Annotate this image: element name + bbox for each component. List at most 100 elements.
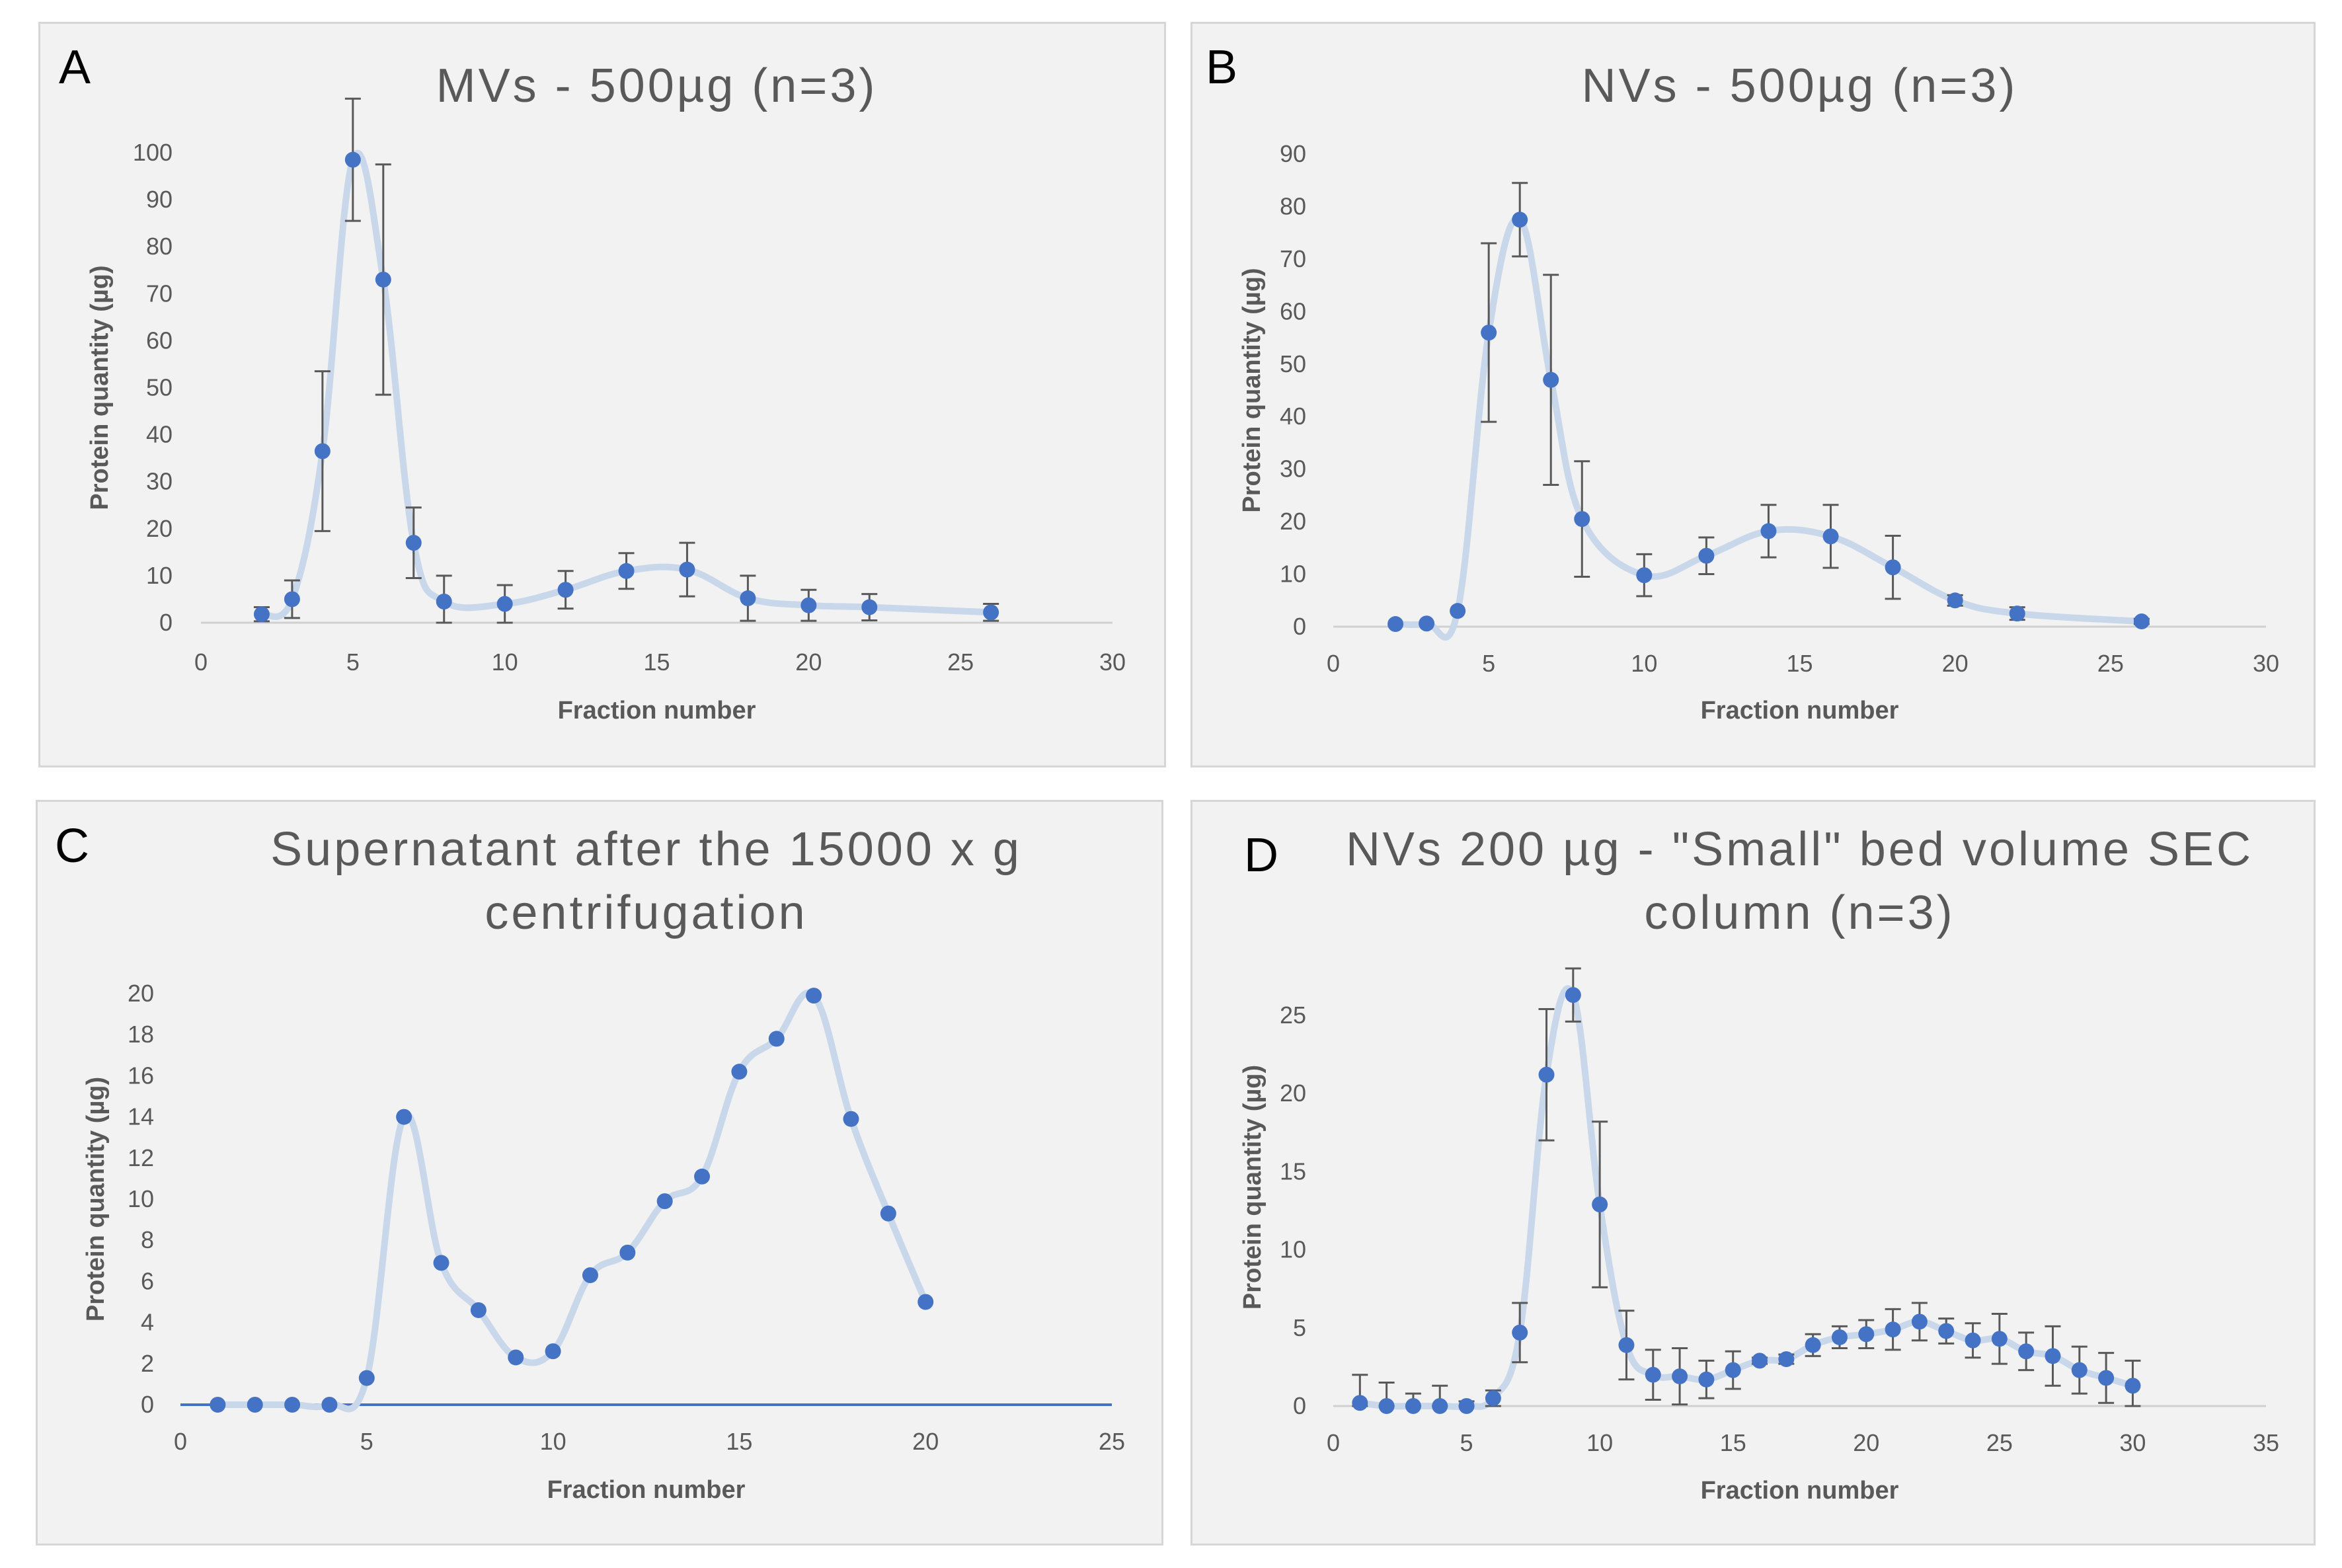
chart-b-data-point: [1947, 592, 1963, 609]
chart-a-y-tick-label: 50: [146, 374, 173, 401]
chart-d-x-tick-label: 15: [1720, 1429, 1746, 1456]
chart-d-x-tick-label: 10: [1586, 1429, 1613, 1456]
chart-c-data-point: [284, 1397, 301, 1413]
chart-c-y-tick-label: 10: [128, 1185, 154, 1212]
chart-a-y-tick-label: 20: [146, 515, 173, 542]
chart-d-data-point: [2018, 1343, 2035, 1360]
chart-c-y-tick-label: 6: [141, 1267, 154, 1294]
chart-d-title-line: NVs 200 µg - "Small" bed volume SEC: [1346, 823, 2253, 876]
chart-c-data-point: [358, 1370, 375, 1386]
chart-a-data-point: [557, 582, 574, 598]
chart-a-y-tick-label: 30: [146, 468, 173, 495]
chart-a-x-axis-title: Fraction number: [558, 697, 756, 725]
chart-a-data-point: [983, 604, 999, 621]
chart-b-y-tick-label: 20: [1280, 508, 1306, 535]
chart-d-data-point: [1485, 1390, 1501, 1407]
chart-b-x-axis-title: Fraction number: [1701, 697, 1899, 725]
chart-c-y-tick-label: 0: [141, 1391, 154, 1418]
chart-a-data-point: [344, 151, 361, 168]
chart-b-data-point: [1419, 615, 1435, 632]
chart-d-data-point: [1618, 1337, 1635, 1353]
chart-d-data-point: [1752, 1352, 1768, 1369]
chart-d-data-point: [1991, 1331, 2008, 1347]
chart-c-title-line: Supernatant after the 15000 x g: [270, 823, 1022, 876]
chart-d-y-tick-label: 25: [1280, 1001, 1306, 1029]
chart-c-data-point: [843, 1111, 859, 1127]
chart-c-data-point: [470, 1302, 487, 1318]
chart-b-y-tick-label: 40: [1280, 403, 1306, 430]
chart-a-y-axis-title: Protein quantity (µg): [86, 265, 114, 510]
chart-c-data-point: [247, 1397, 263, 1413]
chart-d-x-tick-label: 30: [2119, 1429, 2146, 1456]
chart-a-x-tick-label: 5: [346, 648, 360, 676]
chart-d-svg: D NVs 200 µg - "Small" bed volume SEC colu…: [1239, 823, 2279, 1505]
chart-d-data-point: [1672, 1368, 1688, 1385]
chart-c-data-point: [694, 1168, 711, 1185]
chart-b-x-tick-label: 0: [1327, 650, 1340, 677]
chart-b-y-tick-label: 30: [1280, 455, 1306, 483]
chart-d-data-point: [1538, 1066, 1555, 1083]
chart-d-data-point: [1378, 1398, 1395, 1414]
chart-d-y-tick-label: 0: [1293, 1392, 1306, 1419]
chart-d-data-point: [1778, 1351, 1795, 1368]
chart-d-data-point: [1911, 1313, 1928, 1330]
chart-c-data-point: [545, 1343, 561, 1360]
chart-b-data-point: [1481, 325, 1497, 341]
chart-c-y-tick-label: 12: [128, 1144, 154, 1171]
chart-a-y-tick-label: 0: [159, 609, 173, 636]
chart-d-title-line: column (n=3): [1644, 886, 1955, 939]
chart-c-y-tick-label: 14: [128, 1103, 154, 1130]
chart-c-x-tick-label: 10: [540, 1428, 566, 1455]
chart-b-data-point: [1574, 511, 1590, 528]
chart-d-data-point: [2071, 1362, 2088, 1378]
chart-d-data-point: [1512, 1324, 1528, 1341]
chart-b-data-point: [1512, 212, 1528, 228]
chart-a-data-point: [496, 596, 513, 612]
chart-d-data-point: [1565, 987, 1581, 1003]
chart-a-title-line: MVs - 500µg (n=3): [436, 59, 878, 112]
chart-c-x-tick-label: 0: [174, 1428, 187, 1455]
chart-d-y-tick-label: 15: [1280, 1157, 1306, 1185]
chart-d-data-point: [1831, 1329, 1848, 1345]
chart-b-panel-letter: B: [1206, 41, 1237, 94]
chart-b-data-point: [1450, 603, 1466, 619]
chart-d-x-tick-label: 25: [1986, 1429, 2013, 1456]
chart-c-data-point: [619, 1244, 636, 1261]
chart-c-x-tick-label: 20: [912, 1428, 939, 1455]
chart-c-data-point: [731, 1064, 748, 1080]
chart-a-y-tick-label: 90: [146, 186, 173, 213]
chart-d-data-point: [2045, 1348, 2061, 1364]
chart-b-data-point: [2009, 606, 2025, 622]
chart-c-panel-letter: C: [55, 820, 89, 873]
chart-a-x-tick-label: 25: [947, 648, 974, 676]
chart-c-data-point: [656, 1193, 673, 1210]
chart-b-y-tick-label: 0: [1293, 613, 1306, 640]
chart-a-data-point: [314, 443, 331, 459]
chart-c-data-point: [508, 1349, 524, 1366]
chart-b-y-tick-label: 60: [1280, 297, 1306, 325]
chart-c-data-point: [210, 1397, 226, 1413]
chart-d-x-tick-label: 35: [2253, 1429, 2279, 1456]
chart-a-data-point: [861, 599, 878, 615]
chart-d-series-line: [1356, 985, 2136, 1410]
chart-b-x-tick-label: 5: [1482, 650, 1495, 677]
chart-b-data-point: [1885, 559, 1901, 576]
chart-b-x-tick-label: 10: [1631, 650, 1657, 677]
chart-d-y-tick-label: 10: [1280, 1236, 1306, 1263]
chart-d-data-point: [1432, 1398, 1448, 1414]
chart-a-x-tick-label: 20: [795, 648, 822, 676]
chart-c-series-line: [214, 989, 929, 1413]
chart-c-x-axis-title: Fraction number: [547, 1476, 746, 1504]
chart-b-svg: B NVs - 500µg (n=3) 0 10 20 30 40 50 60 70 80 90 0 5 1…: [1206, 41, 2279, 725]
chart-d-x-tick-label: 20: [1853, 1429, 1879, 1456]
chart-c-data-point: [321, 1397, 338, 1413]
chart-a-y-tick-label: 60: [146, 327, 173, 354]
chart-d-x-tick-label: 5: [1460, 1429, 1473, 1456]
chart-d-x-tick-label: 0: [1327, 1429, 1340, 1456]
chart-b-x-tick-label: 25: [2097, 650, 2124, 677]
chart-a-y-tick-label: 40: [146, 421, 173, 448]
chart-a-data-point: [740, 590, 756, 607]
chart-a-x-tick-label: 30: [1099, 648, 1126, 676]
chart-a-y-tick-label: 80: [146, 233, 173, 260]
chart-d-data-point: [1858, 1326, 1875, 1343]
